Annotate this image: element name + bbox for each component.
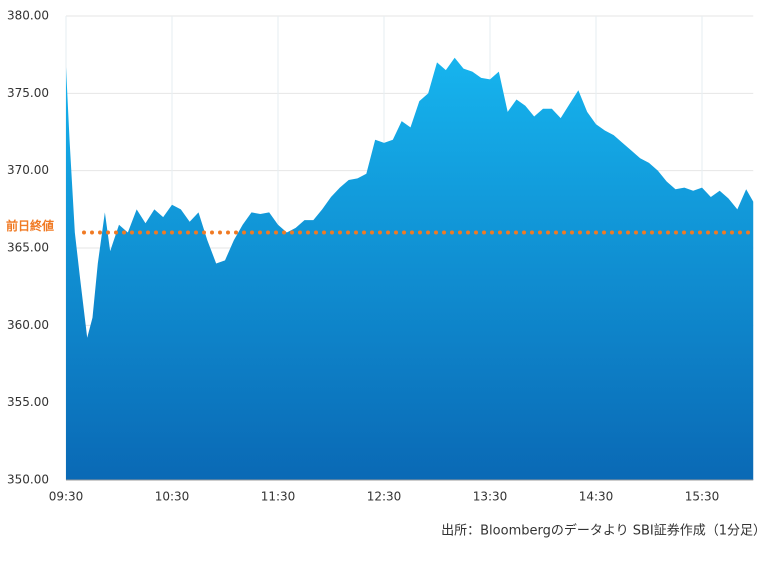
x-tick-label: 12:30 <box>367 490 402 504</box>
y-tick-label: 355.00 <box>7 395 49 409</box>
x-tick-label: 15:30 <box>685 490 720 504</box>
y-tick-label: 380.00 <box>7 9 49 23</box>
y-tick-label: 370.00 <box>7 163 49 177</box>
area <box>66 57 754 480</box>
reference-label: 前日終値 <box>6 218 54 233</box>
x-tick-label: 10:30 <box>155 490 190 504</box>
x-tick-label: 09:30 <box>49 490 84 504</box>
y-tick-label: 365.00 <box>7 241 49 255</box>
y-tick-label: 375.00 <box>7 86 49 100</box>
y-tick-label: 360.00 <box>7 318 49 332</box>
y-tick-label: 350.00 <box>7 473 49 487</box>
x-tick-label: 13:30 <box>473 490 508 504</box>
source-note: 出所：Bloombergのデータより SBI証券作成（1分足） <box>441 523 766 539</box>
x-tick-label: 14:30 <box>579 490 614 504</box>
x-tick-label: 11:30 <box>261 490 296 504</box>
